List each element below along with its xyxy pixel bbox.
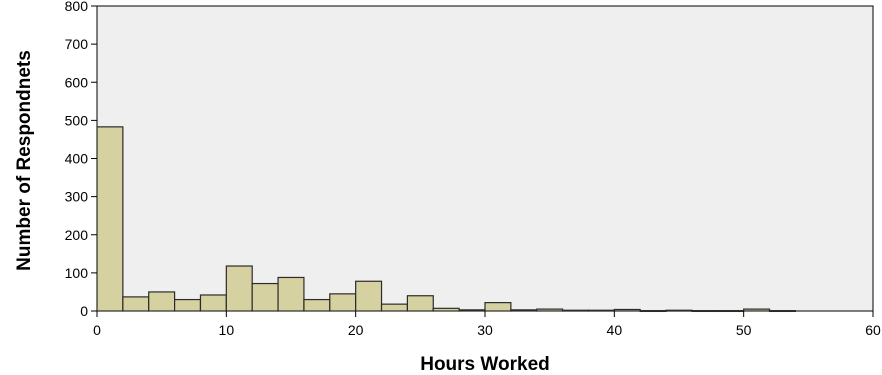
- histogram-bar-14: [277, 276, 305, 312]
- x-axis-title: Hours Worked: [420, 354, 550, 375]
- y-tick-label: 400: [65, 151, 89, 167]
- histogram-bar-4: [148, 291, 176, 312]
- y-tick-label: 800: [65, 0, 89, 14]
- histogram-bar-36: [561, 309, 590, 312]
- histogram-bar-40: [613, 308, 641, 312]
- histogram-bar-30: [484, 302, 512, 312]
- x-tick-label: 10: [219, 322, 235, 338]
- x-axis: 0 10 20 30 40 50 60: [93, 311, 881, 338]
- histogram-bar-10: [225, 265, 253, 312]
- x-tick-label: 60: [865, 322, 881, 338]
- histogram-bar-48: [717, 310, 745, 313]
- x-tick-label: 40: [607, 322, 623, 338]
- histogram-bar-24: [406, 295, 434, 312]
- histogram-bar-8: [199, 294, 227, 312]
- histogram-bar-6: [174, 298, 202, 312]
- y-axis-title: Number of Respondnets: [14, 50, 35, 271]
- histogram-bar-12: [251, 282, 279, 312]
- bars-group: [96, 126, 796, 313]
- x-tick-label: 0: [93, 322, 101, 338]
- histogram-bar-34: [536, 308, 564, 312]
- y-tick-label: 300: [65, 189, 89, 205]
- y-axis: 0 100 200 300 400 500 600 700 800: [65, 0, 97, 319]
- y-tick-label: 700: [65, 36, 89, 52]
- x-tick-label: 30: [477, 322, 493, 338]
- y-tick-label: 500: [65, 112, 89, 128]
- y-tick-label: 0: [80, 303, 88, 319]
- histogram-bar-16: [303, 298, 331, 312]
- plot-area: [96, 5, 874, 312]
- y-tick-label: 100: [65, 265, 89, 281]
- histogram-bar-32: [510, 309, 538, 312]
- histogram-bar-18: [329, 293, 357, 312]
- histogram-bar-42: [639, 310, 667, 313]
- histogram-bar-44: [665, 309, 693, 312]
- histogram-bar-20: [355, 280, 383, 312]
- x-tick-label: 20: [348, 322, 364, 338]
- histogram-bar-2: [122, 296, 150, 312]
- y-tick-label: 600: [65, 74, 89, 90]
- y-tick-label: 200: [65, 227, 89, 243]
- histogram-bar-52: [768, 310, 796, 313]
- histogram-bar-46: [691, 310, 719, 313]
- histogram-bar-22: [380, 303, 408, 312]
- histogram-bar-26: [432, 307, 460, 312]
- histogram-bar-28: [458, 309, 486, 312]
- histogram-bar-0: [96, 126, 124, 312]
- histogram-bar-50: [743, 308, 771, 312]
- x-tick-label: 50: [736, 322, 752, 338]
- histogram-bar-38: [587, 309, 615, 312]
